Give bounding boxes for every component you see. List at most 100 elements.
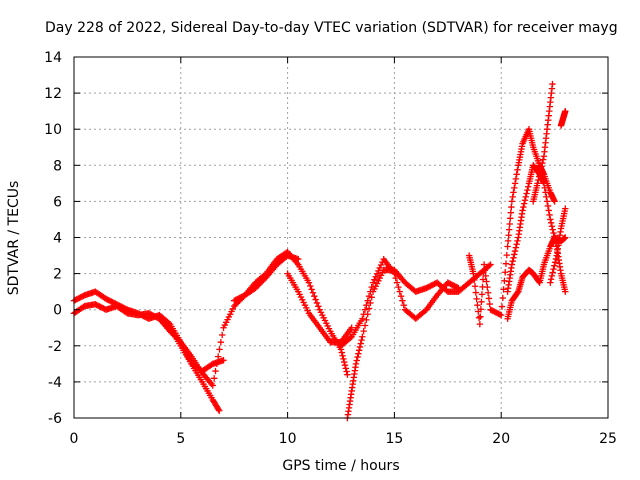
grid: [74, 57, 608, 418]
series-trace-f: [344, 261, 494, 422]
data-point: [514, 289, 521, 296]
data-point: [551, 198, 558, 205]
data-point: [484, 283, 491, 291]
data-point: [549, 269, 556, 276]
data-point: [534, 180, 541, 187]
data-point: [484, 289, 492, 296]
data-point: [506, 220, 513, 228]
data-point: [373, 270, 381, 278]
series-trace-h: [465, 126, 558, 328]
data-point: [562, 205, 569, 212]
data-point: [547, 279, 554, 286]
data-point: [562, 288, 569, 295]
data-point: [552, 255, 560, 263]
data-point: [478, 291, 486, 298]
x-tick-label: 5: [176, 431, 185, 447]
data-point: [471, 283, 479, 290]
data-point: [520, 203, 527, 211]
data-point: [562, 234, 569, 241]
data-point: [507, 209, 515, 216]
data-point: [538, 163, 545, 170]
data-point: [471, 276, 478, 284]
y-tick-label: -6: [48, 411, 62, 427]
data-point: [395, 283, 402, 291]
data-point: [535, 176, 542, 184]
data-point: [511, 184, 518, 192]
data-point: [372, 273, 379, 280]
data-point: [508, 261, 516, 268]
data-point: [308, 286, 315, 293]
data-point: [348, 324, 355, 331]
data-point: [209, 382, 217, 389]
data-point: [369, 279, 377, 286]
data-point: [455, 284, 462, 292]
data-point: [549, 80, 556, 88]
data-point: [548, 272, 556, 280]
data-point: [478, 298, 485, 306]
x-tick-label: 25: [599, 431, 617, 447]
data-point: [397, 292, 405, 300]
data-point: [519, 207, 526, 214]
data-point: [501, 277, 508, 285]
data-point: [485, 295, 493, 302]
data-point: [537, 166, 544, 174]
data-point: [541, 184, 548, 192]
data-point: [524, 183, 532, 190]
data-point: [359, 333, 366, 340]
data-point: [392, 274, 399, 282]
data-point: [217, 338, 225, 346]
data-point: [355, 347, 363, 354]
data-point: [472, 289, 480, 296]
data-point: [540, 180, 548, 187]
data-point: [220, 357, 227, 364]
data-point: [486, 300, 493, 308]
data-point: [215, 406, 222, 413]
data-point: [477, 306, 485, 313]
data-point: [399, 297, 406, 304]
y-tick-label: 14: [44, 50, 62, 66]
data-point: [477, 313, 484, 320]
data-point: [311, 292, 318, 300]
data-point: [509, 257, 516, 265]
data-point: [545, 207, 552, 214]
data-point: [391, 270, 398, 277]
data-point: [514, 237, 521, 245]
data-points: [70, 80, 569, 422]
data-point: [536, 169, 544, 177]
data-point: [364, 297, 371, 304]
data-point: [502, 260, 510, 267]
data-point: [212, 367, 219, 375]
data-point: [340, 355, 347, 363]
data-point: [548, 223, 556, 230]
axis-ticks: 0 5 10 15 20 25 -6 -4 -2 0 2 4 6 8 10 12 14: [44, 50, 617, 447]
y-tick-label: 6: [53, 194, 62, 210]
data-point: [368, 283, 375, 291]
series-trace-d: [231, 248, 351, 378]
data-point: [521, 197, 529, 204]
data-point: [341, 362, 349, 369]
data-point: [510, 254, 517, 262]
y-tick-label: 4: [53, 231, 62, 247]
data-point: [218, 331, 226, 339]
series-trace-m: [547, 205, 569, 286]
series-trace-b: [70, 301, 227, 375]
data-point: [355, 350, 362, 357]
data-point: [400, 301, 407, 309]
data-point: [513, 241, 520, 248]
data-point: [343, 368, 350, 375]
data-point: [361, 322, 369, 329]
data-point: [511, 251, 518, 258]
data-point: [483, 278, 490, 285]
data-point: [352, 360, 360, 368]
data-point: [341, 358, 348, 366]
data-point: [535, 278, 543, 285]
data-point: [216, 346, 223, 353]
data-point: [307, 282, 314, 290]
data-point: [508, 198, 516, 205]
data-point: [504, 237, 512, 245]
data-point: [522, 193, 529, 201]
data-point: [312, 296, 319, 303]
data-point: [214, 353, 222, 360]
data-point: [344, 371, 351, 378]
